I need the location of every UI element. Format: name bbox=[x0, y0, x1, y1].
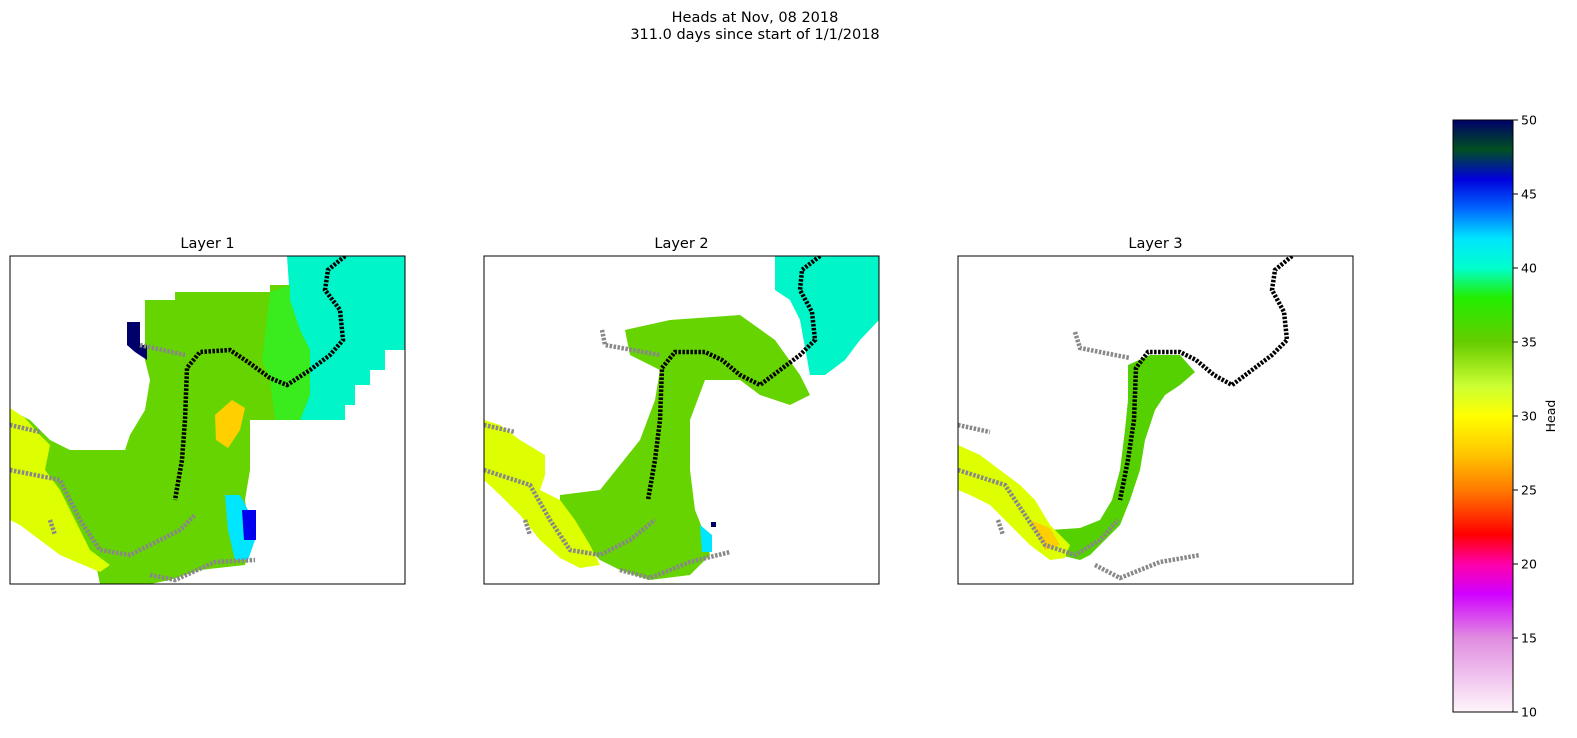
panel-layer-1: Layer 1 bbox=[9, 236, 406, 585]
panel-title-layer-3: Layer 3 bbox=[1128, 236, 1182, 252]
overlay-series-2 bbox=[645, 256, 822, 501]
head-field-zone-brightgreen bbox=[262, 285, 310, 420]
panel-layer-3: Layer 3 bbox=[957, 236, 1354, 585]
colorbar-tick-label: 45 bbox=[1521, 187, 1537, 202]
colorbar-tick-label: 30 bbox=[1521, 409, 1537, 424]
colorbar-tick-label: 20 bbox=[1521, 557, 1537, 572]
panel-frame-layer-2 bbox=[483, 255, 880, 585]
head-field-zone-green bbox=[560, 315, 810, 580]
heatmap-layer-3 bbox=[958, 256, 1294, 581]
heatmap-layer-2 bbox=[484, 256, 879, 581]
colorbar-tick-label: 15 bbox=[1521, 631, 1537, 646]
head-field-zone-teal bbox=[287, 256, 405, 420]
colorbar-ticks: 10 15 20 25 30 35 40 45 50 bbox=[1513, 113, 1537, 720]
overlay-series-1 bbox=[958, 331, 1201, 581]
colorbar-tick-label: 50 bbox=[1521, 113, 1537, 128]
figure-title: Heads at Nov, 08 2018 bbox=[672, 10, 839, 26]
head-field-zone-orange bbox=[215, 400, 245, 448]
colorbar: 10 15 20 25 30 35 40 45 50 Head bbox=[1452, 113, 1558, 720]
overlay-series-2 bbox=[1117, 256, 1294, 501]
panel-frame-layer-1 bbox=[9, 255, 406, 585]
heatmap-layer-1 bbox=[10, 256, 405, 584]
head-field-zone-orange bbox=[1030, 520, 1060, 550]
panel-layer-2: Layer 2 bbox=[483, 236, 880, 585]
figure-subtitle: 311.0 days since start of 1/1/2018 bbox=[630, 27, 879, 43]
head-field-zone-navy bbox=[127, 322, 147, 360]
colorbar-tick-label: 10 bbox=[1521, 705, 1537, 720]
head-field-zone-cyan bbox=[700, 525, 712, 552]
head-field-zone-blue bbox=[242, 510, 256, 540]
panel-title-layer-1: Layer 1 bbox=[180, 236, 234, 252]
colorbar-tick-label: 35 bbox=[1521, 335, 1537, 350]
head-field-zone-yellow bbox=[484, 420, 600, 568]
colorbar-tick-label: 25 bbox=[1521, 483, 1537, 498]
overlay-series-2 bbox=[172, 256, 347, 501]
colorbar-gradient bbox=[1453, 120, 1513, 712]
head-field-zone-yellow bbox=[10, 408, 110, 572]
head-field-zone-navy bbox=[711, 522, 716, 527]
overlay-series-1 bbox=[484, 329, 731, 581]
colorbar-label: Head bbox=[1543, 400, 1558, 433]
panel-title-layer-2: Layer 2 bbox=[654, 236, 708, 252]
head-field-zone-teal bbox=[775, 256, 879, 375]
colorbar-tick-label: 40 bbox=[1521, 261, 1537, 276]
panel-frame-layer-3 bbox=[957, 255, 1354, 585]
head-field-zone-green bbox=[1050, 355, 1195, 560]
